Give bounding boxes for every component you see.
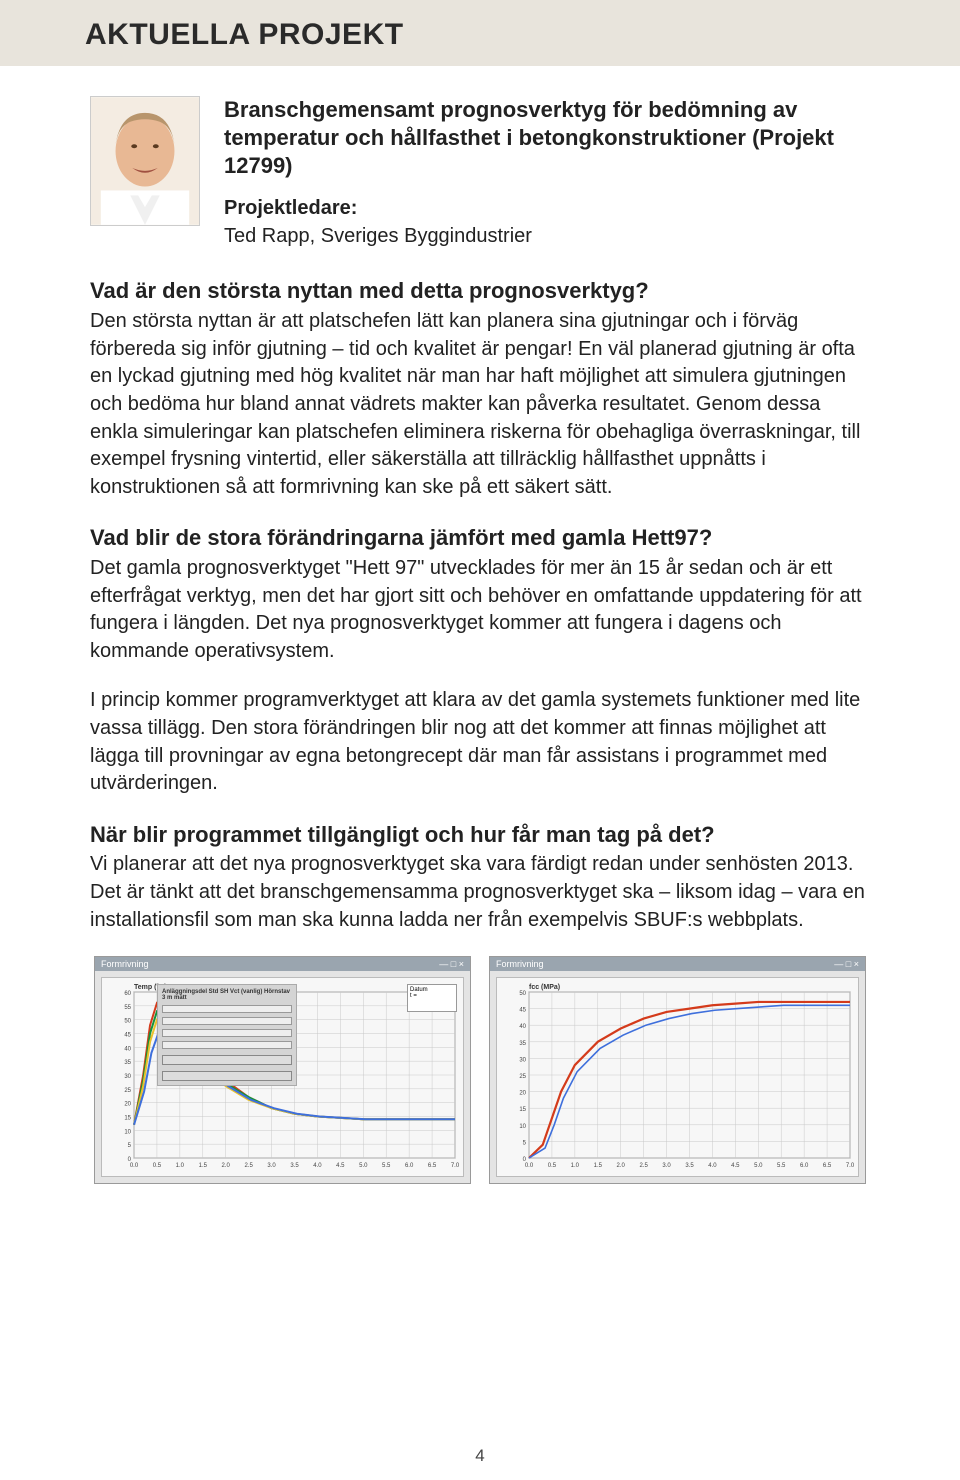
svg-text:6.5: 6.5 [428, 1163, 437, 1169]
leader-label: Projektledare: [224, 197, 357, 219]
svg-text:40: 40 [519, 1024, 526, 1030]
chart-left-plot: Anläggningsdel Std SH Vct (vanlig) Hörns… [101, 977, 464, 1177]
svg-text:4.0: 4.0 [708, 1163, 717, 1169]
svg-text:7.0: 7.0 [451, 1163, 460, 1169]
panel-button[interactable] [162, 1071, 292, 1081]
svg-text:60: 60 [124, 991, 131, 997]
svg-text:5.5: 5.5 [777, 1163, 786, 1169]
svg-text:2.0: 2.0 [222, 1163, 231, 1169]
svg-text:3.0: 3.0 [267, 1163, 276, 1169]
svg-text:6.0: 6.0 [405, 1163, 414, 1169]
window-controls-icon: — □ × [439, 959, 464, 969]
charts-row: Formrivning — □ × Anläggningsdel Std SH … [90, 956, 870, 1184]
svg-text:35: 35 [124, 1060, 131, 1066]
svg-text:1.0: 1.0 [571, 1163, 580, 1169]
svg-text:3.0: 3.0 [662, 1163, 671, 1169]
page: AKTUELLA PROJEKT Branschgemensamt progno… [0, 0, 960, 1480]
svg-text:2.5: 2.5 [244, 1163, 253, 1169]
svg-text:10: 10 [519, 1124, 526, 1130]
svg-text:1.5: 1.5 [594, 1163, 603, 1169]
svg-text:30: 30 [519, 1058, 526, 1064]
svg-text:5.5: 5.5 [382, 1163, 391, 1169]
svg-text:30: 30 [124, 1074, 131, 1080]
svg-text:4.0: 4.0 [313, 1163, 322, 1169]
header-band: AKTUELLA PROJEKT [0, 0, 960, 66]
svg-text:20: 20 [519, 1091, 526, 1097]
svg-text:0.5: 0.5 [548, 1163, 557, 1169]
answer-3: Vi planerar att det nya prognosverktyget… [90, 851, 870, 934]
intro-block: Branschgemensamt prognosverktyg för bedö… [90, 96, 870, 250]
leader-name: Ted Rapp, Sveriges Byggindustrier [224, 225, 532, 247]
svg-text:5.0: 5.0 [754, 1163, 763, 1169]
svg-text:25: 25 [124, 1088, 131, 1094]
answer-2a: Det gamla prognosverktyget "Hett 97" utv… [90, 555, 870, 665]
chart-left-title: Formrivning [101, 959, 149, 969]
intro-text: Branschgemensamt prognosverktyg för bedö… [224, 96, 870, 250]
svg-text:6.0: 6.0 [800, 1163, 809, 1169]
chart-left-params-panel: Anläggningsdel Std SH Vct (vanlig) Hörns… [157, 984, 297, 1086]
svg-text:4.5: 4.5 [336, 1163, 345, 1169]
svg-text:3.5: 3.5 [290, 1163, 299, 1169]
author-portrait [90, 96, 200, 226]
question-3: När blir programmet tillgängligt och hur… [90, 820, 870, 850]
svg-text:6.5: 6.5 [823, 1163, 832, 1169]
chart-right-title: Formrivning [496, 959, 544, 969]
answer-1: Den största nyttan är att platschefen lä… [90, 308, 870, 501]
project-title: Branschgemensamt prognosverktyg för bedö… [224, 96, 870, 180]
section-title: AKTUELLA PROJEKT [85, 18, 930, 52]
panel-button[interactable] [162, 1055, 292, 1065]
svg-text:40: 40 [124, 1047, 131, 1053]
chart-right-plot: 051015202530354045500.00.51.01.52.02.53.… [496, 977, 859, 1177]
svg-text:1.0: 1.0 [176, 1163, 185, 1169]
project-leader: Projektledare: Ted Rapp, Sveriges Byggin… [224, 194, 870, 250]
svg-text:15: 15 [124, 1116, 131, 1122]
svg-text:50: 50 [124, 1019, 131, 1025]
svg-text:4.5: 4.5 [731, 1163, 740, 1169]
chart-left-titlebar: Formrivning — □ × [95, 957, 470, 971]
svg-text:10: 10 [124, 1130, 131, 1136]
question-1: Vad är den största nyttan med detta prog… [90, 276, 870, 306]
svg-text:5.0: 5.0 [359, 1163, 368, 1169]
svg-text:15: 15 [519, 1107, 526, 1113]
answer-2b: I princip kommer programverktyget att kl… [90, 687, 870, 797]
svg-text:0.0: 0.0 [525, 1163, 534, 1169]
svg-text:55: 55 [124, 1005, 131, 1011]
portrait-svg [91, 97, 199, 225]
panel-header: Anläggningsdel Std SH Vct (vanlig) Hörns… [162, 989, 292, 1001]
svg-text:20: 20 [124, 1102, 131, 1108]
svg-text:2.0: 2.0 [617, 1163, 626, 1169]
chart-right-titlebar: Formrivning — □ × [490, 957, 865, 971]
svg-text:0.0: 0.0 [130, 1163, 139, 1169]
svg-text:45: 45 [519, 1008, 526, 1014]
page-number: 4 [0, 1446, 960, 1466]
svg-text:0.5: 0.5 [153, 1163, 162, 1169]
svg-text:2.5: 2.5 [639, 1163, 648, 1169]
svg-text:5: 5 [523, 1141, 527, 1147]
svg-text:45: 45 [124, 1033, 131, 1039]
question-2: Vad blir de stora förändringarna jämfört… [90, 523, 870, 553]
chart-left-window: Formrivning — □ × Anläggningsdel Std SH … [94, 956, 471, 1184]
svg-text:5: 5 [128, 1143, 132, 1149]
svg-text:35: 35 [519, 1041, 526, 1047]
svg-text:1.5: 1.5 [199, 1163, 208, 1169]
window-controls-icon: — □ × [834, 959, 859, 969]
chart-right-window: Formrivning — □ × 051015202530354045500.… [489, 956, 866, 1184]
svg-text:7.0: 7.0 [846, 1163, 855, 1169]
svg-text:50: 50 [519, 991, 526, 997]
svg-text:3.5: 3.5 [685, 1163, 694, 1169]
svg-text:25: 25 [519, 1074, 526, 1080]
svg-text:fcc (MPa): fcc (MPa) [529, 984, 560, 991]
chart-info-box: Datumt = [407, 984, 457, 1012]
